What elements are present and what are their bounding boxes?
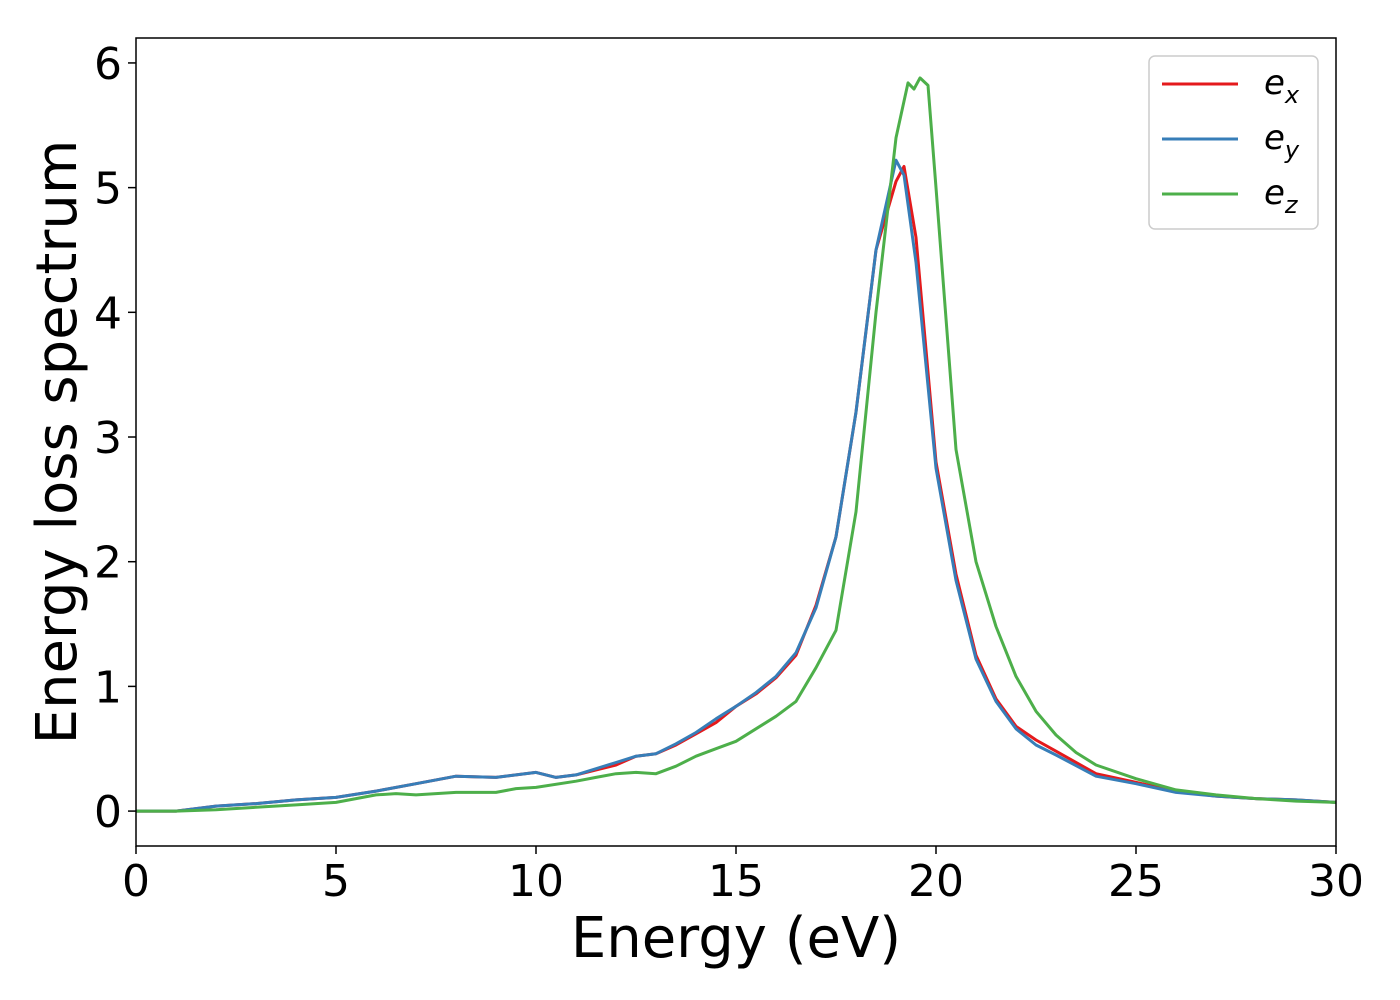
legend-label-ez: ez xyxy=(1264,173,1299,219)
x-tick-label: 15 xyxy=(708,856,764,907)
x-tick-label: 10 xyxy=(508,856,564,907)
y-tick-label: 1 xyxy=(94,662,122,713)
x-tick-label: 30 xyxy=(1308,856,1364,907)
y-tick-label: 5 xyxy=(94,164,122,215)
series-layer xyxy=(136,76,1336,813)
y-axis-ticks: 0 1 2 3 4 5 6 xyxy=(94,39,136,838)
x-tick-label: 5 xyxy=(322,856,350,907)
legend-label-ey: ey xyxy=(1264,118,1300,164)
x-tick-label: 25 xyxy=(1108,856,1164,907)
y-axis-title: Energy loss spectrum xyxy=(25,140,90,745)
y-tick-label: 3 xyxy=(94,413,122,464)
y-tick-label: 0 xyxy=(94,787,122,838)
x-tick-label: 0 xyxy=(122,856,150,907)
series-line-ey xyxy=(136,158,1336,813)
y-tick-label: 6 xyxy=(94,39,122,90)
x-tick-label: 20 xyxy=(908,856,964,907)
x-axis-ticks: 0 5 10 15 20 25 30 xyxy=(122,846,1364,907)
series-line-ez xyxy=(136,76,1336,813)
legend-label-ex: ex xyxy=(1264,63,1300,109)
legend-box xyxy=(1148,55,1319,230)
x-axis-title: Energy (eV) xyxy=(571,906,901,971)
y-tick-label: 4 xyxy=(94,288,122,339)
y-tick-label: 2 xyxy=(94,538,122,589)
legend: ex ey ez xyxy=(1148,55,1319,230)
series-line-ex xyxy=(136,164,1336,813)
